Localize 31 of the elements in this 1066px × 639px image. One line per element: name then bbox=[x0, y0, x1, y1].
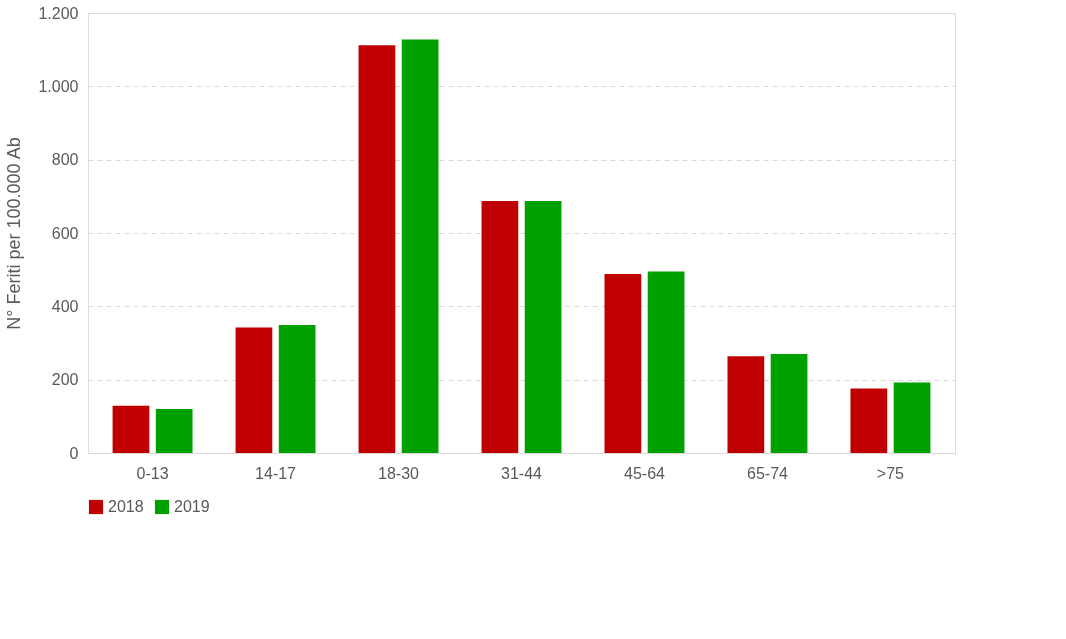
bar bbox=[770, 354, 808, 453]
bar bbox=[358, 45, 396, 453]
y-tick-label: 1.000 bbox=[38, 77, 79, 95]
x-tick-label: 65-74 bbox=[747, 464, 789, 482]
bar bbox=[155, 409, 193, 453]
y-axis-title: N° Feriti per 100.000 Ab bbox=[4, 137, 25, 330]
y-tick-label: 200 bbox=[51, 371, 79, 389]
y-tick-label: 400 bbox=[51, 297, 79, 315]
bar bbox=[893, 382, 931, 453]
y-tick-label: 600 bbox=[51, 224, 79, 242]
y-tick-label: 0 bbox=[69, 444, 79, 462]
legend-label: 2019 bbox=[174, 498, 210, 515]
x-tick-label: 45-64 bbox=[624, 464, 666, 482]
bar bbox=[235, 327, 273, 453]
x-tick-label: 31-44 bbox=[501, 464, 543, 482]
bar bbox=[481, 201, 519, 453]
bar bbox=[604, 274, 642, 453]
x-tick-label: 0-13 bbox=[136, 464, 169, 482]
x-tick-label: >75 bbox=[876, 464, 905, 482]
bar bbox=[278, 325, 316, 453]
bar bbox=[112, 405, 150, 453]
bar bbox=[850, 388, 888, 453]
bar bbox=[524, 201, 562, 453]
bar bbox=[727, 356, 765, 453]
bar bbox=[401, 39, 439, 453]
legend-label: 2018 bbox=[108, 498, 144, 515]
bar bbox=[647, 271, 685, 453]
y-tick-label: 800 bbox=[51, 151, 79, 169]
x-tick-label: 18-30 bbox=[378, 464, 420, 482]
y-tick-label: 1.200 bbox=[38, 4, 79, 22]
x-tick-label: 14-17 bbox=[255, 464, 297, 482]
